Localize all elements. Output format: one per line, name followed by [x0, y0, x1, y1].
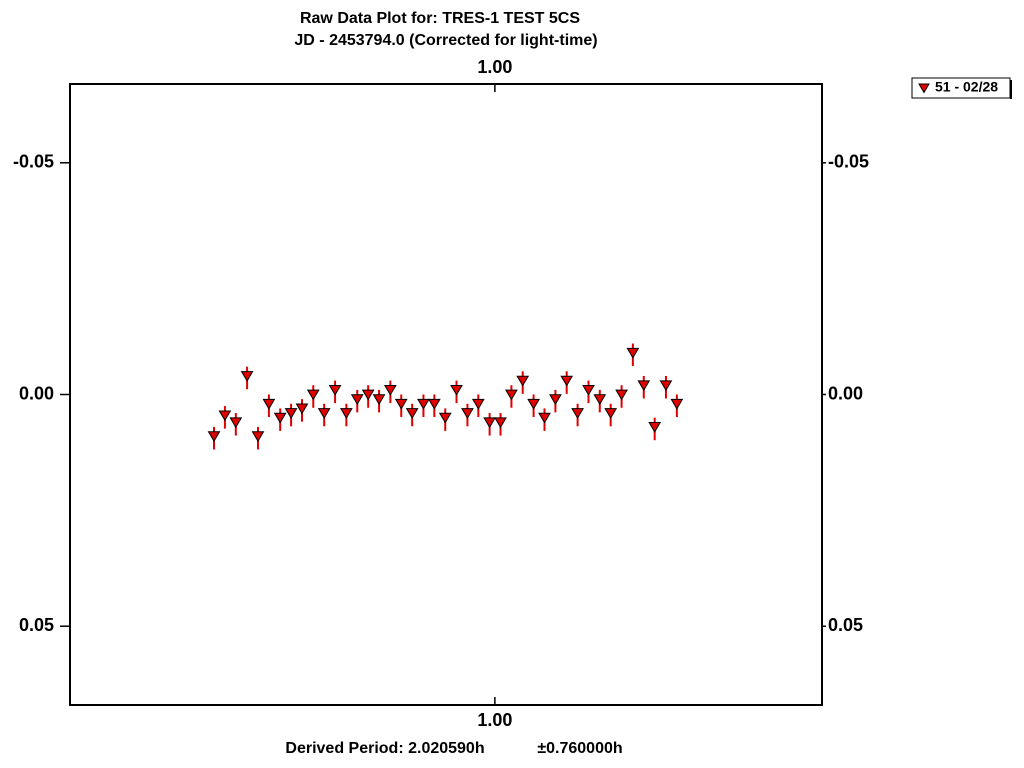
chart-title: Raw Data Plot for: TRES-1 TEST 5CS — [300, 10, 580, 27]
point — [339, 408, 353, 419]
point — [516, 375, 530, 387]
point — [494, 417, 507, 429]
point — [284, 408, 298, 419]
point — [405, 408, 419, 419]
y-tick-label: 0.05 — [19, 615, 54, 635]
point — [218, 410, 232, 422]
point — [417, 398, 430, 410]
point — [461, 408, 474, 419]
point — [438, 412, 452, 424]
footer-period: Derived Period: 2.020590h — [285, 740, 484, 757]
point — [637, 380, 651, 392]
legend-marker — [918, 83, 930, 94]
y2-tick-label: -0.05 — [828, 152, 869, 172]
point — [240, 371, 254, 382]
legend-label: 51 - 02/28 — [935, 79, 998, 95]
point — [427, 398, 441, 410]
point — [306, 389, 320, 401]
x-tick-label: 1.00 — [477, 710, 512, 730]
point — [659, 380, 673, 392]
point — [450, 384, 463, 396]
point — [560, 375, 574, 387]
point — [626, 347, 640, 359]
point — [670, 398, 684, 410]
point — [582, 384, 595, 396]
point — [527, 398, 540, 410]
point — [471, 398, 485, 410]
point — [262, 398, 276, 410]
point — [615, 389, 628, 401]
chart-subtitle: JD - 2453794.0 (Corrected for light-time… — [294, 32, 597, 49]
footer-error: ±0.760000h — [537, 740, 622, 757]
y2-tick-label: 0.05 — [828, 615, 863, 635]
point — [350, 394, 364, 406]
point — [571, 408, 584, 419]
point — [207, 431, 221, 443]
point — [505, 389, 518, 401]
point — [229, 417, 243, 429]
point — [394, 398, 408, 410]
point — [251, 431, 265, 443]
point — [372, 394, 386, 406]
y-tick-label: 0.00 — [19, 383, 54, 403]
point — [648, 422, 662, 433]
point — [328, 384, 342, 396]
x2-tick-label: 1.00 — [477, 57, 512, 77]
point — [273, 412, 287, 424]
y-tick-label: -0.05 — [13, 152, 54, 172]
point — [604, 408, 618, 419]
point — [295, 403, 309, 415]
point — [549, 394, 562, 406]
point — [483, 417, 496, 429]
point — [361, 389, 375, 401]
point — [317, 408, 331, 419]
point — [593, 394, 607, 406]
point — [538, 412, 551, 424]
point — [383, 384, 397, 396]
y2-tick-label: 0.00 — [828, 383, 863, 403]
